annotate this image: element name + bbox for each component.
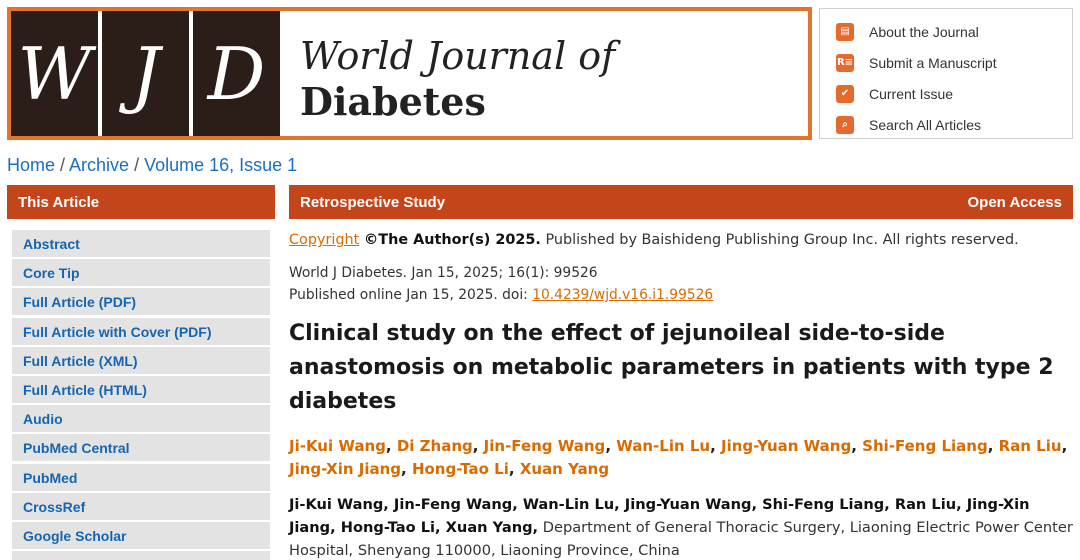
about-journal-link[interactable]: ▤ About the Journal bbox=[836, 16, 1072, 47]
journal-logo[interactable]: W J D World Journal of Diabetes bbox=[7, 7, 812, 140]
search-articles-link[interactable]: ⌕ Search All Articles bbox=[836, 109, 1072, 140]
breadcrumb-home[interactable]: Home bbox=[7, 155, 56, 175]
search-articles-icon: ⌕ bbox=[836, 115, 854, 134]
current-issue-icon: ✔ bbox=[836, 84, 854, 103]
sidebar-item-full-article-cover-pdf[interactable]: Full Article with Cover (PDF) bbox=[12, 317, 270, 345]
author-link[interactable]: Jing-Yuan Wang bbox=[721, 437, 852, 455]
sidebar-item-audio[interactable]: Audio bbox=[12, 405, 270, 433]
breadcrumb-archive[interactable]: Archive bbox=[69, 155, 130, 175]
current-issue-link[interactable]: ✔ Current Issue bbox=[836, 78, 1072, 109]
sidebar-item-pubmed[interactable]: PubMed bbox=[12, 463, 270, 491]
breadcrumb-separator: / bbox=[129, 155, 145, 175]
sidebar-item-similar-articles[interactable]: Similar Articles (6F) bbox=[12, 551, 270, 560]
sidebar-item-google-scholar[interactable]: Google Scholar bbox=[12, 521, 270, 549]
author-link[interactable]: Jin-Feng Wang bbox=[483, 437, 606, 455]
article-title: Clinical study on the effect of jejunoil… bbox=[289, 321, 1054, 414]
current-issue-label: Current Issue bbox=[869, 85, 954, 102]
about-journal-label: About the Journal bbox=[869, 23, 979, 40]
sidebar-item-full-article-xml[interactable]: Full Article (XML) bbox=[12, 346, 270, 374]
submit-manuscript-label: Submit a Manuscript bbox=[869, 54, 997, 71]
author-link[interactable]: Jing-Xin Jiang bbox=[289, 460, 402, 478]
sidebar-nav: Abstract Core Tip Full Article (PDF) Ful… bbox=[12, 230, 270, 560]
logo-letter-d: D bbox=[193, 11, 280, 136]
logo-letter-j: J bbox=[102, 11, 189, 136]
sidebar-item-pubmed-central[interactable]: PubMed Central bbox=[12, 434, 270, 462]
logo-letter-w: W bbox=[11, 11, 98, 136]
author-link[interactable]: Xuan Yang bbox=[519, 460, 610, 478]
article-header-bar: Retrospective Study Open Access bbox=[289, 185, 1073, 219]
author-link[interactable]: Ran Liu bbox=[998, 437, 1062, 455]
author-link[interactable]: Hong-Tao Li bbox=[411, 460, 509, 478]
open-access-badge: Open Access bbox=[967, 194, 1063, 211]
sidebar-item-core-tip[interactable]: Core Tip bbox=[12, 259, 270, 287]
quick-links-panel: ▤ About the Journal R≡ Submit a Manuscri… bbox=[819, 8, 1073, 139]
affiliation-authors: Ji-Kui Wang, Jin-Feng Wang, Wan-Lin Lu, … bbox=[289, 496, 1030, 536]
author-link[interactable]: Shi-Feng Liang bbox=[862, 437, 988, 455]
search-articles-label: Search All Articles bbox=[869, 116, 982, 133]
breadcrumb-separator: / bbox=[55, 155, 70, 175]
copyright-link[interactable]: Copyright bbox=[289, 232, 360, 248]
citation: World J Diabetes. Jan 15, 2025; 16(1): 9… bbox=[289, 262, 1073, 306]
breadcrumb: Home / Archive / Volume 16, Issue 1 bbox=[7, 155, 297, 176]
sidebar-heading: This Article bbox=[7, 185, 275, 219]
author-link[interactable]: Di Zhang bbox=[396, 437, 473, 455]
copyright-holder: ©The Author(s) 2025. bbox=[363, 232, 541, 248]
published-online-text: Published online Jan 15, 2025. doi: bbox=[289, 287, 533, 303]
doi-link[interactable]: 10.4239/wjd.v16.i1.99526 bbox=[532, 287, 714, 303]
sidebar-item-crossref[interactable]: CrossRef bbox=[12, 492, 270, 520]
author-link[interactable]: Ji-Kui Wang bbox=[289, 437, 386, 455]
book-icon: ▤ bbox=[836, 22, 854, 41]
affiliation: Ji-Kui Wang, Jin-Feng Wang, Wan-Lin Lu, … bbox=[289, 493, 1073, 560]
breadcrumb-volume[interactable]: Volume 16, Issue 1 bbox=[144, 155, 298, 175]
article-content: Copyright ©The Author(s) 2025. Published… bbox=[289, 232, 1073, 560]
citation-line: World J Diabetes. Jan 15, 2025; 16(1): 9… bbox=[289, 265, 598, 281]
author-link[interactable]: Wan-Lin Lu bbox=[616, 437, 711, 455]
author-list: Ji-Kui Wang, Di Zhang, Jin-Feng Wang, Wa… bbox=[289, 437, 1068, 478]
sidebar-item-full-article-pdf[interactable]: Full Article (PDF) bbox=[12, 288, 270, 316]
submit-manuscript-link[interactable]: R≡ Submit a Manuscript bbox=[836, 47, 1072, 78]
journal-title: World Journal of Diabetes bbox=[284, 11, 615, 136]
article-type: Retrospective Study bbox=[300, 194, 446, 211]
submit-manuscript-icon: R≡ bbox=[836, 53, 854, 72]
publication-line: Published online Jan 15, 2025. doi: 10.4… bbox=[289, 284, 1073, 306]
sidebar-item-abstract[interactable]: Abstract bbox=[12, 230, 270, 257]
journal-title-line1: World Journal of bbox=[300, 34, 616, 78]
copyright-text: Published by Baishideng Publishing Group… bbox=[540, 232, 1019, 248]
sidebar-item-full-article-html[interactable]: Full Article (HTML) bbox=[12, 375, 270, 403]
journal-title-line2: Diabetes bbox=[300, 79, 486, 124]
affiliation-text: Department of General Thoracic Surgery, … bbox=[289, 519, 1073, 559]
copyright-line: Copyright ©The Author(s) 2025. Published… bbox=[289, 232, 1073, 248]
